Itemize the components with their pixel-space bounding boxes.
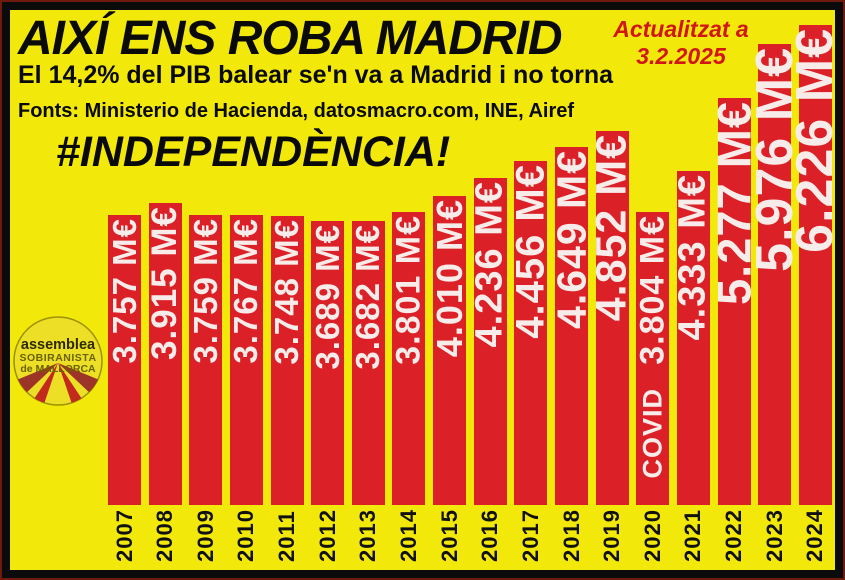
bar-2011: 3.748 M€ bbox=[268, 216, 306, 505]
bar-value-label: 3.682 M€ bbox=[349, 224, 387, 370]
year-label-2016: 2016 bbox=[474, 509, 507, 562]
bar-2010: 3.767 M€ bbox=[227, 215, 265, 505]
year-label-2019: 2019 bbox=[596, 509, 629, 562]
logo-red-rays bbox=[14, 363, 102, 405]
bar-2021: 4.333 M€ bbox=[672, 171, 714, 505]
hashtag-independencia: #INDEPENDÈNCIA! bbox=[56, 128, 451, 176]
year-label-text: 2012 bbox=[314, 509, 340, 562]
year-label-text: 2010 bbox=[233, 509, 259, 562]
year-label-2014: 2014 bbox=[392, 509, 425, 562]
bar-value-label: 3.748 M€ bbox=[268, 219, 306, 365]
year-label-2023: 2023 bbox=[758, 509, 791, 562]
year-label-2008: 2008 bbox=[149, 509, 182, 562]
logo-text-de-mallorca: de MALLORCA bbox=[20, 363, 96, 375]
year-label-text: 2009 bbox=[192, 509, 218, 562]
bar-value-label: 3.689 M€ bbox=[308, 224, 346, 370]
year-label-2021: 2021 bbox=[677, 509, 710, 562]
bar-2018: 4.649 M€ bbox=[548, 147, 594, 505]
bar-value-label: 3.759 M€ bbox=[186, 218, 224, 364]
bar-2020: 3.804 M€ COVID bbox=[633, 212, 672, 505]
bar-2009: 3.759 M€ bbox=[186, 215, 224, 505]
bar-value-label: 3.804 M€ bbox=[633, 215, 672, 365]
year-label-text: 2015 bbox=[436, 509, 462, 562]
bar-value-label: 3.915 M€ bbox=[145, 206, 185, 360]
year-label-2018: 2018 bbox=[555, 509, 588, 562]
bar-annotation-covid: COVID bbox=[637, 388, 668, 479]
year-label-text: 2016 bbox=[477, 509, 503, 562]
year-label-text: 2019 bbox=[599, 509, 625, 562]
year-label-2011: 2011 bbox=[271, 509, 304, 562]
updated-line2: 3.2.2025 bbox=[636, 43, 726, 70]
year-label-2010: 2010 bbox=[230, 509, 263, 562]
subtitle: El 14,2% del PIB balear se'n va a Madrid… bbox=[18, 61, 614, 89]
updated-date: Actualitzat a 3.2.2025 bbox=[602, 16, 760, 70]
bar-value-label: 4.456 M€ bbox=[508, 164, 553, 339]
year-label-2022: 2022 bbox=[718, 509, 751, 562]
bar-2016: 4.236 M€ bbox=[469, 178, 511, 505]
bar-2012: 3.689 M€ bbox=[308, 221, 346, 505]
year-label-text: 2013 bbox=[355, 509, 381, 562]
page-title: AIXÍ ENS ROBA MADRID bbox=[18, 12, 563, 65]
year-label-text: 2020 bbox=[639, 509, 665, 562]
updated-line1: Actualitzat a bbox=[613, 16, 749, 42]
bar-value-label: 3.757 M€ bbox=[105, 218, 143, 364]
year-label-2017: 2017 bbox=[514, 509, 547, 562]
poster-canvas: AIXÍ ENS ROBA MADRID Actualitzat a 3.2.2… bbox=[10, 10, 835, 570]
bar-2008: 3.915 M€ bbox=[145, 203, 184, 505]
bar-value-label: 6.226 M€ bbox=[786, 28, 835, 253]
bar-value-label: 4.010 M€ bbox=[428, 199, 470, 358]
bar-value-label: 3.801 M€ bbox=[389, 215, 428, 365]
year-label-2015: 2015 bbox=[433, 509, 466, 562]
assemblea-sobiranista-logo: assemblea SOBIRANISTA de MALLORCA bbox=[13, 316, 103, 406]
bar-2015: 4.010 M€ bbox=[429, 196, 470, 505]
sources-line: Fonts: Ministerio de Hacienda, datosmacr… bbox=[18, 100, 575, 122]
year-label-2012: 2012 bbox=[311, 509, 344, 562]
bar-value-label: 4.236 M€ bbox=[468, 181, 511, 348]
bar-2019: 4.852 M€ bbox=[588, 131, 636, 505]
bar-value-label: 3.767 M€ bbox=[227, 218, 265, 364]
year-label-text: 2017 bbox=[517, 509, 543, 562]
year-label-text: 2018 bbox=[558, 509, 584, 562]
bar-2024: 6.226 M€ bbox=[786, 25, 835, 505]
logo-text-assemblea: assemblea bbox=[21, 337, 96, 353]
bar-value-label: 4.852 M€ bbox=[587, 134, 636, 322]
year-label-2009: 2009 bbox=[189, 509, 222, 562]
bar-2013: 3.682 M€ bbox=[349, 221, 387, 505]
year-label-2024: 2024 bbox=[799, 509, 832, 562]
year-label-text: 2024 bbox=[802, 509, 828, 562]
bar-2022: 5.277 M€ bbox=[708, 98, 761, 505]
year-label-text: 2021 bbox=[680, 509, 706, 562]
bar-chart: 3.757 M€ 3.915 M€ 3.759 M€ 3.767 M€ 3.748 M€… bbox=[105, 25, 835, 505]
year-label-2013: 2013 bbox=[352, 509, 385, 562]
year-label-text: 2011 bbox=[274, 510, 300, 562]
bar-2017: 4.456 M€ bbox=[508, 161, 552, 505]
bar-2007: 3.757 M€ bbox=[105, 215, 143, 505]
year-label-text: 2022 bbox=[721, 509, 747, 562]
year-label-2007: 2007 bbox=[108, 509, 141, 562]
year-label-text: 2014 bbox=[395, 509, 421, 562]
year-label-2020: 2020 bbox=[636, 509, 669, 562]
year-label-text: 2023 bbox=[761, 509, 787, 562]
x-axis-year-labels: 2007 2008 2009 2010 2011 2012 2013 2014 2015 2016… bbox=[108, 509, 832, 562]
year-label-text: 2007 bbox=[111, 509, 137, 562]
bar-2023: 5.976 M€ bbox=[746, 44, 804, 505]
year-label-text: 2008 bbox=[152, 509, 178, 562]
bar-2014: 3.801 M€ bbox=[389, 212, 428, 505]
logo-text-sobiranista: SOBIRANISTA bbox=[19, 352, 96, 364]
